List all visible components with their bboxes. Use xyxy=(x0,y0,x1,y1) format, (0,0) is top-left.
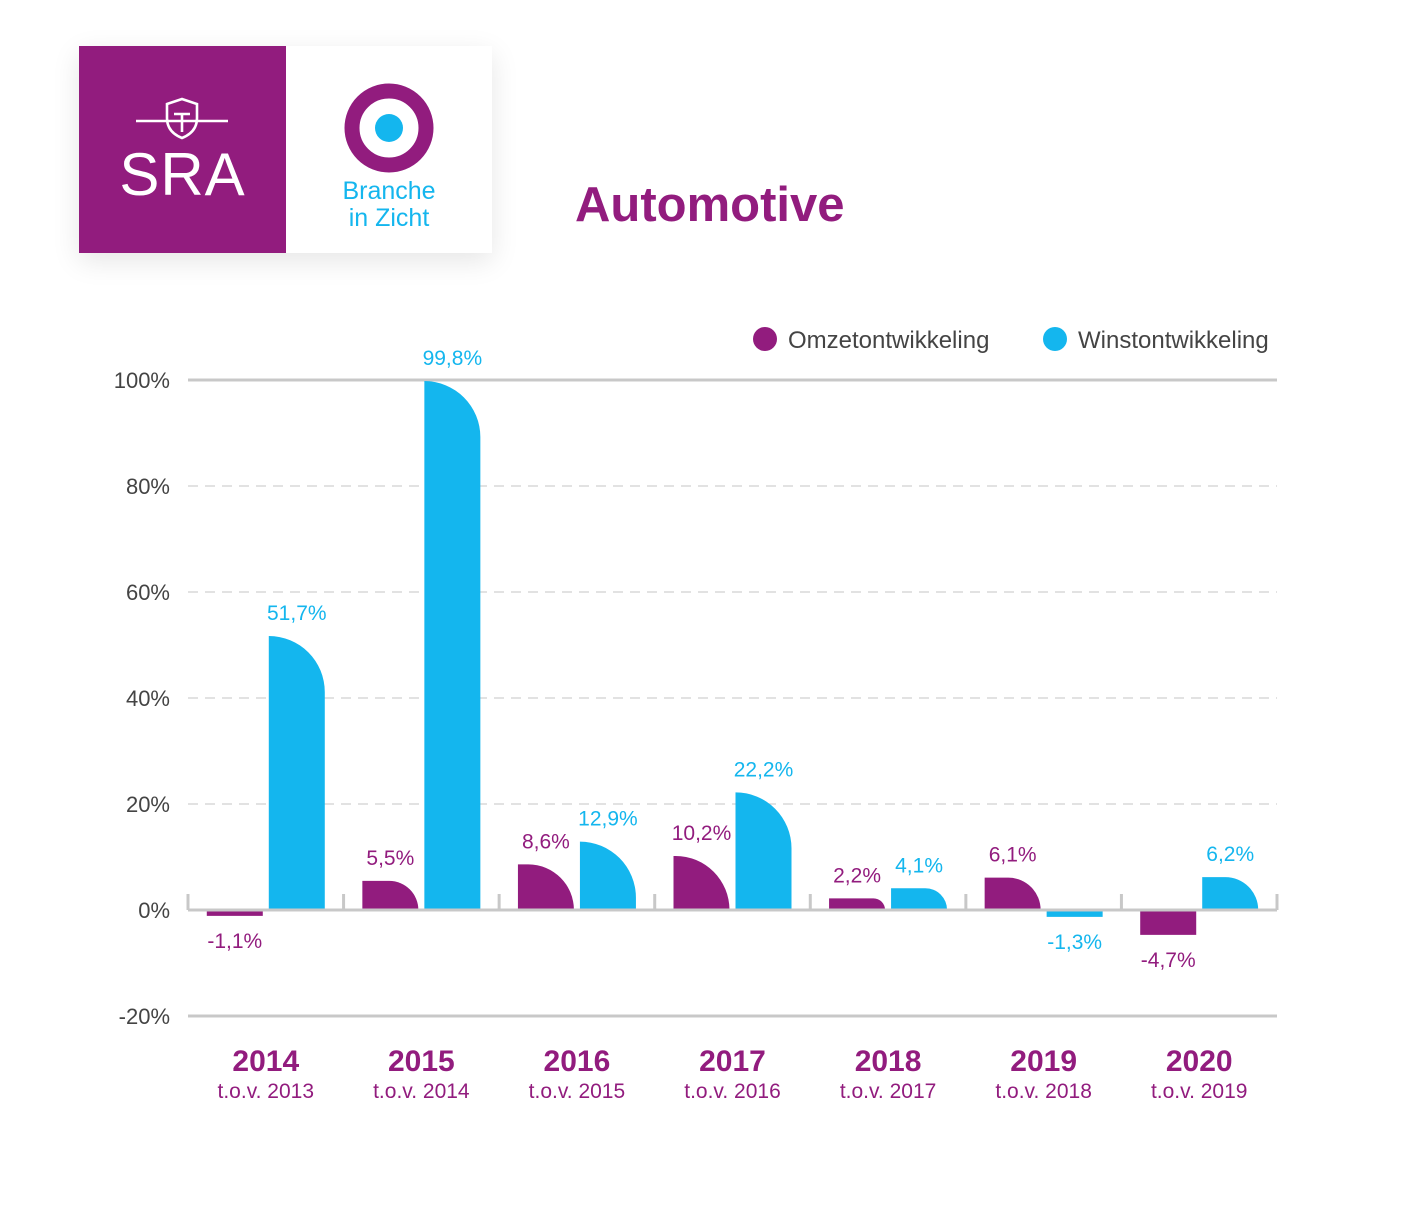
chart-axis xyxy=(186,894,1279,912)
data-label: 10,2% xyxy=(672,822,732,845)
data-label: 2,2% xyxy=(833,864,881,887)
chart-gridlines xyxy=(188,378,1277,1018)
bar-omzetontwikkeling-2015 xyxy=(362,880,419,910)
x-tick-label: 2016 xyxy=(544,1045,611,1078)
x-tick-label: 2014 xyxy=(232,1045,299,1078)
bar-omzetontwikkeling-2017 xyxy=(673,855,730,910)
y-tick-label: 80% xyxy=(126,474,170,499)
x-tick-sublabel: t.o.v. 2015 xyxy=(529,1080,626,1103)
data-label: 6,2% xyxy=(1206,843,1254,866)
data-label: 99,8% xyxy=(423,347,483,370)
x-tick-sublabel: t.o.v. 2019 xyxy=(1151,1080,1248,1103)
legend-label: Omzetontwikkeling xyxy=(788,327,989,354)
data-label: -4,7% xyxy=(1141,949,1196,972)
branche-in-zicht-line1: Branche xyxy=(342,177,436,205)
data-label: -1,1% xyxy=(207,930,262,953)
chart-data-labels: -1,1% 5,5% 8,6% 10,2% 2,2% 6,1% -4,7% 51,7% 99,8… xyxy=(207,347,1254,972)
bar-omzetontwikkeling-2016 xyxy=(517,864,574,910)
y-tick-label: 40% xyxy=(126,686,170,711)
page-title: Automotive xyxy=(575,178,845,232)
legend-marker-omzetontwikkeling xyxy=(753,327,777,351)
bar-winstontwikkeling-2014 xyxy=(268,635,325,910)
bar-winstontwikkeling-2019 xyxy=(1046,910,1103,917)
branche-in-zicht-text: Branche in Zicht xyxy=(286,178,492,232)
branche-in-zicht-line2: in Zicht xyxy=(348,204,430,232)
x-tick-label: 2018 xyxy=(855,1045,922,1078)
branche-in-zicht-logo: Branche in Zicht xyxy=(286,46,492,253)
y-tick-label: -20% xyxy=(119,1004,170,1029)
bar-winstontwikkeling-2020 xyxy=(1202,877,1259,910)
x-tick-label: 2019 xyxy=(1010,1045,1077,1078)
bar-omzetontwikkeling-2020 xyxy=(1140,910,1197,935)
data-label: -1,3% xyxy=(1047,931,1102,954)
y-tick-label: 0% xyxy=(138,898,170,923)
bar-omzetontwikkeling-2018 xyxy=(829,898,886,910)
chart-bars xyxy=(206,381,1259,935)
x-tick-label: 2015 xyxy=(388,1045,455,1078)
sra-shield-icon xyxy=(136,97,228,140)
data-label: 4,1% xyxy=(895,854,943,877)
bar-winstontwikkeling-2015 xyxy=(424,381,481,910)
y-tick-label: 60% xyxy=(126,580,170,605)
x-tick-label: 2020 xyxy=(1166,1045,1233,1078)
x-tick-sublabel: t.o.v. 2016 xyxy=(684,1080,781,1103)
chart-y-ticks: 100% 80% 60% 40% 20% 0% -20% xyxy=(114,368,170,1029)
bar-winstontwikkeling-2016 xyxy=(579,841,636,910)
data-label: 12,9% xyxy=(578,808,638,831)
x-tick-sublabel: t.o.v. 2014 xyxy=(373,1080,470,1103)
bar-winstontwikkeling-2018 xyxy=(891,888,948,910)
data-label: 51,7% xyxy=(267,602,327,625)
data-label: 22,2% xyxy=(734,758,794,781)
legend-marker-winstontwikkeling xyxy=(1043,327,1067,351)
x-tick-label: 2017 xyxy=(699,1045,766,1078)
bar-omzetontwikkeling-2019 xyxy=(984,877,1041,910)
data-label: 6,1% xyxy=(989,844,1037,867)
x-tick-sublabel: t.o.v. 2017 xyxy=(840,1080,937,1103)
sra-logo-text: SRA xyxy=(119,141,246,208)
legend-label: Winstontwikkeling xyxy=(1078,327,1269,354)
sra-logo: SRA xyxy=(79,46,286,253)
data-label: 8,6% xyxy=(522,830,570,853)
x-tick-sublabel: t.o.v. 2013 xyxy=(218,1080,315,1103)
target-icon xyxy=(344,83,434,173)
y-tick-label: 100% xyxy=(114,368,170,393)
chart-legend: Omzetontwikkeling Winstontwikkeling xyxy=(753,327,1269,354)
bar-winstontwikkeling-2017 xyxy=(735,792,792,910)
data-label: 5,5% xyxy=(366,847,414,870)
y-tick-label: 20% xyxy=(126,792,170,817)
logo-block: SRA Branche in Zicht xyxy=(79,46,492,253)
x-tick-sublabel: t.o.v. 2018 xyxy=(995,1080,1092,1103)
